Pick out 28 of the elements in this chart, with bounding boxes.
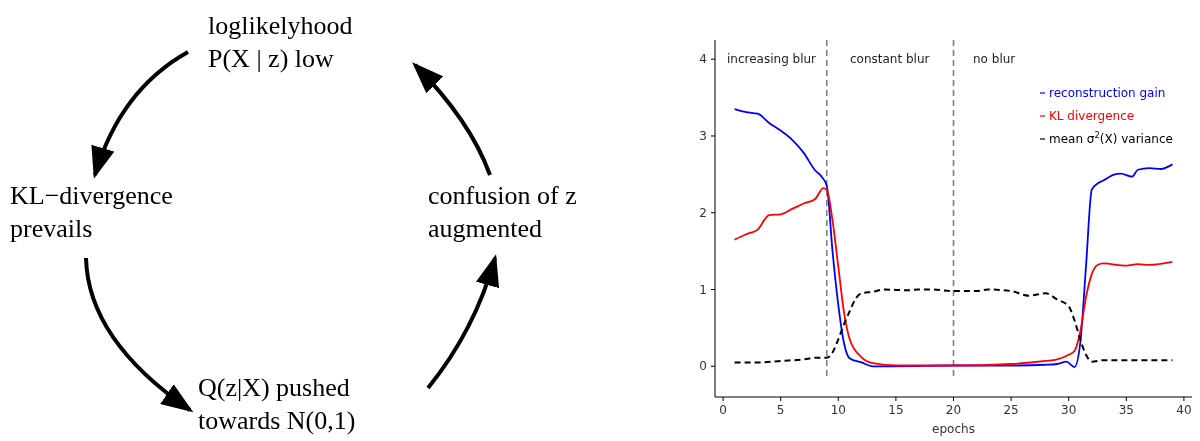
text: Q(z|X) pushed towards N(0,1)	[198, 373, 356, 435]
y-tick-label: 0	[699, 359, 707, 374]
line-series	[733, 108, 1174, 368]
annotation: increasing blur	[727, 52, 817, 66]
legend-label: KL divergence	[1049, 109, 1135, 123]
x-tick-label: 0	[719, 403, 727, 417]
x-axis-title: epochs	[932, 422, 975, 436]
y-tick-label: 3	[699, 129, 707, 144]
x-tick-label: 40	[1176, 403, 1192, 417]
annotation: constant blur	[850, 52, 930, 66]
x-tick-label: 35	[1118, 403, 1134, 417]
line-series	[733, 288, 1174, 364]
legend-label: reconstruction gain	[1049, 86, 1166, 100]
x-tick-label: 25	[1003, 403, 1019, 417]
y-tick-label: 1	[699, 282, 707, 297]
y-tick-label: 4	[699, 52, 707, 67]
x-tick-label: 10	[830, 403, 846, 417]
legend-label: mean σ$^{2}$(X) variance	[1049, 130, 1173, 146]
x-tick-label: 20	[945, 403, 962, 417]
annotation: no blur	[973, 52, 1016, 66]
y-tick-label: 2	[699, 205, 707, 220]
text: KL−divergence prevails	[10, 181, 173, 243]
x-tick-label: 30	[1061, 403, 1077, 417]
text: loglikelyhood P(X | z) low	[208, 11, 353, 73]
text: confusion of z augmented	[428, 181, 577, 243]
x-tick-label: 5	[776, 403, 785, 417]
x-tick-label: 15	[888, 403, 904, 417]
line-series	[733, 187, 1174, 367]
